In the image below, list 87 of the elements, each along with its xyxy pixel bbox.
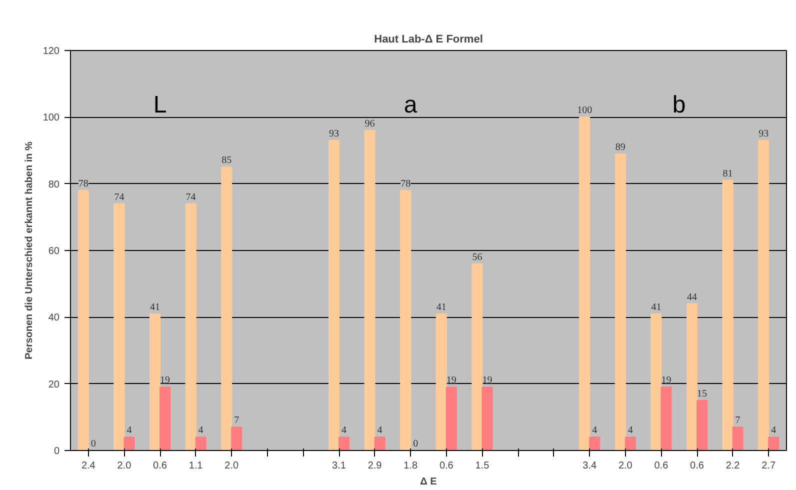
bar <box>722 180 734 450</box>
y-tick-label: 80 <box>48 179 60 190</box>
x-tick-label: 2.0 <box>618 460 633 472</box>
bar <box>614 153 626 450</box>
bar <box>650 313 662 450</box>
data-label: 78 <box>400 178 411 190</box>
y-tick-label: 20 <box>48 379 60 390</box>
bar <box>446 386 457 450</box>
data-label: 4 <box>628 425 633 436</box>
bar <box>579 116 590 450</box>
bar <box>124 436 135 450</box>
x-tick-label: 2.4 <box>81 460 96 472</box>
data-label: 4 <box>377 425 382 436</box>
x-tick-label: 0.6 <box>439 460 454 472</box>
x-tick-label: 1.1 <box>188 460 204 472</box>
bar <box>686 303 698 450</box>
bar <box>732 426 744 450</box>
bar <box>231 426 242 450</box>
bar <box>758 140 770 450</box>
bar <box>195 436 206 450</box>
data-label: 93 <box>328 128 339 140</box>
data-label: 100 <box>577 105 592 116</box>
data-label: 4 <box>198 425 204 436</box>
bar <box>436 313 447 450</box>
data-label: 81 <box>722 168 733 180</box>
data-label: 4 <box>126 425 132 436</box>
x-axis-title: Δ E <box>420 476 438 488</box>
data-label: 74 <box>186 192 196 203</box>
data-label: 44 <box>686 292 697 303</box>
y-tick-label: 100 <box>42 112 60 124</box>
bar <box>482 386 493 450</box>
x-tick-label: 0.6 <box>690 460 704 472</box>
y-tick-label: 120 <box>42 46 60 57</box>
bar <box>472 263 483 450</box>
data-label: 4 <box>342 425 347 436</box>
bar <box>328 140 340 450</box>
bar <box>114 203 125 450</box>
x-tick-label: 0.6 <box>654 460 669 472</box>
data-label: 41 <box>436 302 446 313</box>
chart-title: Haut Lab-Δ E Formel <box>374 34 483 46</box>
y-axis-title: Personen die Unterschied erkannt haben in % <box>24 141 35 360</box>
x-tick-label: 2.0 <box>117 460 132 472</box>
x-tick-label: 2.9 <box>368 460 382 472</box>
bar <box>589 436 600 450</box>
data-label: 4 <box>592 425 598 436</box>
bar <box>624 436 636 450</box>
annotation: b <box>672 92 686 118</box>
data-label: 41 <box>651 302 662 313</box>
x-tick-label: 2.7 <box>762 460 776 472</box>
data-label: 74 <box>114 192 124 203</box>
y-tick-label: 60 <box>48 246 60 257</box>
x-tick-label: 1.5 <box>475 460 490 472</box>
data-label: 93 <box>758 128 769 140</box>
bar <box>660 386 672 450</box>
x-tick-label: 2.0 <box>224 460 239 472</box>
bar <box>696 400 708 450</box>
y-tick-label: 40 <box>48 312 60 324</box>
x-tick-label: 3.4 <box>582 460 597 472</box>
data-label: 56 <box>472 252 482 263</box>
x-tick-label: 3.1 <box>332 460 346 472</box>
bar <box>364 130 376 450</box>
x-tick-label: 1.8 <box>404 460 418 472</box>
bar <box>160 386 171 450</box>
bar <box>78 190 89 450</box>
bar <box>185 203 196 450</box>
bar <box>374 436 386 450</box>
data-label: 96 <box>364 118 375 130</box>
data-label: 0 <box>413 438 418 450</box>
x-tick-label: 2.2 <box>726 460 740 472</box>
data-label: 89 <box>615 142 626 153</box>
bar <box>221 166 232 450</box>
data-label: 0 <box>90 438 96 450</box>
bar <box>149 313 160 450</box>
bar <box>768 436 780 450</box>
annotation: a <box>404 92 418 118</box>
y-tick-label: 0 <box>54 446 60 457</box>
bar <box>338 436 350 450</box>
data-label: 7 <box>735 415 740 426</box>
data-label: 85 <box>222 155 232 166</box>
data-label: 4 <box>771 425 776 436</box>
annotation: L <box>153 92 167 118</box>
x-tick-label: 0.6 <box>153 460 168 472</box>
data-label: 41 <box>150 302 160 313</box>
bar <box>400 190 412 450</box>
data-label: 78 <box>78 178 88 190</box>
data-label: 7 <box>234 415 240 426</box>
data-label: 15 <box>697 388 708 400</box>
